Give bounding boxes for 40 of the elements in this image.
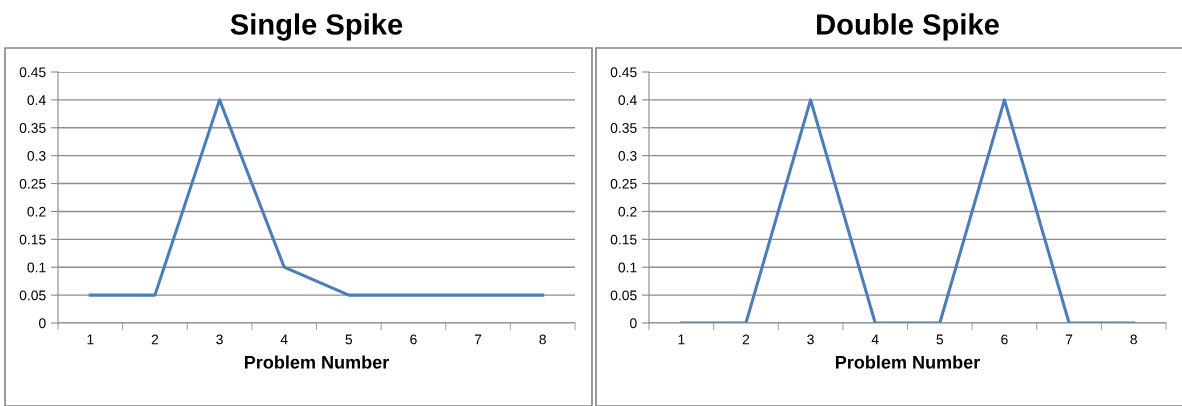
y-tick-label: 0.3 (27, 151, 46, 161)
y-tick-label: 0.35 (19, 123, 46, 133)
x-tick-label: 2 (742, 334, 750, 345)
y-tick-label: 0.05 (19, 290, 46, 301)
y-tick-label: 0.2 (618, 206, 637, 217)
x-tick-label: 6 (1001, 334, 1008, 345)
x-tick-label: 8 (539, 334, 546, 345)
y-tick-label: 0.4 (27, 95, 46, 106)
x-tick-label: 4 (280, 334, 288, 345)
y-tick-label: 0.1 (27, 262, 46, 273)
y-tick-label: 0.15 (19, 234, 46, 245)
x-axis-title: Problem Number (244, 355, 389, 369)
y-tick-label: 0.25 (19, 178, 46, 189)
y-tick-label: 0.25 (610, 178, 637, 189)
x-tick-label: 7 (1065, 334, 1073, 345)
y-tick-label: 0.4 (618, 95, 637, 106)
y-tick-label: 0 (39, 318, 46, 329)
y-tick-label: 0.2 (27, 206, 46, 217)
chart-title: Double Spike (817, 13, 999, 41)
y-tick-label: 0.15 (610, 234, 637, 245)
y-tick-label: 0 (630, 318, 637, 329)
x-tick-label: 5 (936, 334, 944, 345)
x-tick-label: 7 (474, 334, 482, 345)
x-tick-label: 1 (87, 334, 94, 345)
x-axis-title: Problem Number (835, 355, 980, 369)
y-tick-label: 0.1 (618, 262, 637, 273)
y-tick-label: 0.45 (19, 67, 46, 78)
x-tick-label: 4 (871, 334, 879, 345)
y-tick-label: 0.35 (610, 123, 637, 133)
x-tick-label: 6 (410, 334, 417, 345)
y-tick-label: 0.45 (610, 67, 637, 78)
y-tick-label: 0.3 (618, 151, 637, 161)
x-tick-label: 8 (1130, 334, 1137, 345)
x-tick-label: 3 (216, 334, 223, 345)
x-tick-label: 5 (345, 334, 353, 345)
x-tick-label: 3 (807, 334, 814, 345)
x-tick-label: 2 (151, 334, 159, 345)
chart-title: Single Spike (230, 13, 403, 41)
y-tick-label: 0.05 (610, 290, 637, 301)
x-tick-label: 1 (678, 334, 685, 345)
